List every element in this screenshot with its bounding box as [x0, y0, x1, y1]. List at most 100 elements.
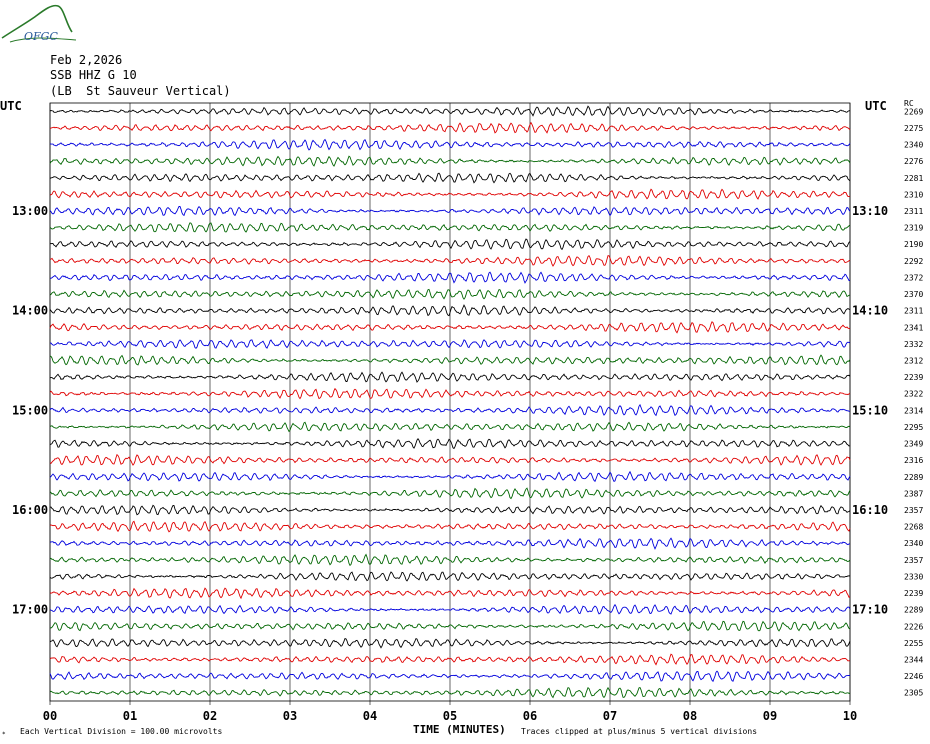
x-tick-label: 05 — [443, 709, 457, 723]
trace-counts: 2269 2275 2340 2276 2281 2310 2311 2319 2190 2292… — [904, 107, 923, 697]
trace-count: 2305 — [904, 689, 923, 698]
left-hour-label: 16:00 — [12, 503, 48, 517]
trace-count: 2269 — [904, 107, 923, 116]
x-tick-label: 00 — [43, 709, 57, 723]
trace-line — [49, 121, 851, 134]
trace-count: 2332 — [904, 340, 923, 349]
trace-line — [49, 438, 851, 450]
header-date: Feb 2,2026 — [50, 53, 123, 67]
trace-line — [49, 653, 851, 666]
x-tick-label: 07 — [603, 709, 617, 723]
trace-count: 2344 — [904, 655, 923, 664]
trace-line — [49, 670, 851, 683]
trace-count: 2289 — [904, 473, 923, 482]
x-tick-label: 04 — [363, 709, 377, 723]
trace-count: 2239 — [904, 373, 923, 382]
trace-line — [49, 155, 851, 167]
right-hour-label: 13:10 — [852, 204, 888, 218]
right-column-header: RC — [904, 99, 914, 108]
left-hour-label: 15:00 — [12, 403, 48, 417]
trace-count: 2319 — [904, 224, 923, 233]
x-tick-label: 03 — [283, 709, 297, 723]
left-hour-label: 13:00 — [12, 204, 48, 218]
trace-count: 2341 — [904, 323, 923, 332]
trace-count: 2370 — [904, 290, 923, 299]
trace-line — [49, 553, 851, 567]
right-hour-labels: 13:10 14:10 15:10 16:10 17:10 — [852, 204, 888, 617]
footer-right: Traces clipped at plus/minus 5 vertical … — [521, 727, 757, 736]
trace-count: 2312 — [904, 356, 923, 365]
trace-line — [49, 321, 851, 334]
trace-count: 2311 — [904, 307, 923, 316]
x-tick-label: 08 — [683, 709, 697, 723]
x-tick-label: 01 — [123, 709, 137, 723]
trace-count: 2310 — [904, 190, 923, 199]
trace-line — [49, 453, 851, 466]
trace-count: 2340 — [904, 141, 923, 150]
left-hour-label: 14:00 — [12, 304, 48, 318]
trace-count: 2281 — [904, 174, 923, 183]
plot-frame — [49, 102, 851, 702]
trace-line — [49, 620, 851, 632]
trace-count: 2275 — [904, 124, 923, 133]
trace-line — [49, 354, 851, 366]
trace-count: 2316 — [904, 456, 923, 465]
right-hour-label: 14:10 — [852, 304, 888, 318]
trace-line — [49, 421, 851, 433]
trace-count: 2246 — [904, 672, 923, 681]
trace-count: 2226 — [904, 622, 923, 631]
trace-line — [49, 637, 851, 649]
header-site: (LB St Sauveur Vertical) — [50, 84, 231, 98]
trace-count: 2239 — [904, 589, 923, 598]
trace-line — [49, 686, 851, 699]
trace-count: 2292 — [904, 257, 923, 266]
x-tick-label: 02 — [203, 709, 217, 723]
trace-line — [49, 188, 851, 200]
right-hour-label: 17:10 — [852, 603, 888, 617]
grid — [49, 102, 851, 705]
trace-line — [49, 504, 851, 516]
footer-left: Each Vertical Division = 100.00 microvol… — [20, 727, 222, 736]
logo-text: OFGC — [24, 30, 58, 43]
right-hour-label: 15:10 — [852, 403, 888, 417]
trace-line — [49, 571, 851, 582]
trace-line — [49, 138, 851, 151]
trace-line — [49, 288, 851, 300]
traces — [49, 105, 851, 699]
x-axis-label: TIME (MINUTES) — [413, 723, 506, 736]
trace-line — [49, 487, 851, 500]
trace-count: 2255 — [904, 639, 923, 648]
trace-line — [49, 603, 851, 615]
trace-count: 2268 — [904, 523, 923, 532]
x-tick-label: 09 — [763, 709, 777, 723]
trace-count: 2330 — [904, 572, 923, 581]
trace-count: 2357 — [904, 556, 923, 565]
trace-line — [49, 339, 851, 349]
trace-line — [49, 238, 851, 251]
trace-line — [49, 470, 851, 483]
trace-line — [49, 271, 851, 284]
trace-count: 2311 — [904, 207, 923, 216]
trace-line — [49, 537, 851, 550]
trace-line — [49, 520, 851, 533]
trace-count: 2295 — [904, 423, 923, 432]
trace-count: 2357 — [904, 506, 923, 515]
trace-line — [49, 387, 851, 400]
header-channel: SSB HHZ G 10 — [50, 68, 137, 82]
footer-mark: * — [2, 731, 6, 738]
trace-count: 2340 — [904, 539, 923, 548]
trace-line — [49, 206, 851, 217]
trace-line — [49, 222, 851, 233]
trace-count: 2314 — [904, 406, 923, 415]
trace-line — [49, 304, 851, 317]
x-tick-label: 06 — [523, 709, 537, 723]
trace-count: 2349 — [904, 440, 923, 449]
left-axis-label: UTC — [0, 99, 22, 113]
x-tick-labels: 00 01 02 03 04 05 06 07 08 09 10 — [43, 709, 857, 723]
trace-line — [49, 371, 851, 383]
trace-line — [49, 403, 851, 417]
logo-swoosh-underline — [9, 37, 77, 43]
trace-count: 2276 — [904, 157, 923, 166]
right-hour-label: 16:10 — [852, 503, 888, 517]
